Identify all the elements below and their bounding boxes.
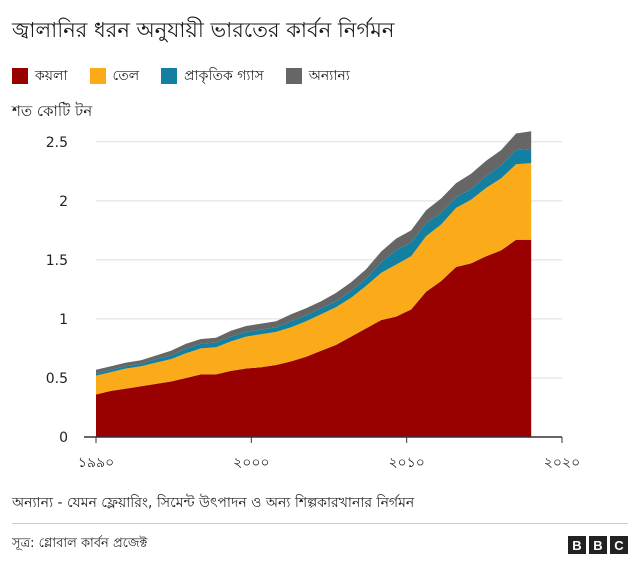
legend-item-other: অন্যান্য [285, 64, 350, 88]
bbc-logo-letter: C [610, 536, 628, 554]
bbc-logo-letter: B [589, 536, 607, 554]
legend-item-coal: কয়লা [12, 64, 68, 88]
legend-swatch-other [285, 68, 302, 84]
chart-title: জ্বালানির ধরন অনুযায়ী ভারতের কার্বন নির… [12, 18, 395, 42]
x-tick-label: ১৯৯০ [78, 455, 114, 471]
legend-label-oil: তেল [112, 68, 140, 84]
area-series-1 [96, 163, 532, 395]
area-layer [96, 131, 532, 437]
legend-swatch-coal [12, 68, 28, 84]
bbc-logo: B B C [568, 536, 628, 554]
emissions-area-chart: 0 0.5 1 1.5 2 2.5 ১৯৯০ ২০০০ ২০১০ ২০২০ [46, 131, 580, 471]
bbc-logo-letter: B [568, 536, 586, 554]
footer-divider [12, 523, 628, 524]
x-tick-label: ২০১০ [388, 455, 424, 471]
y-axis-unit-label: শত কোটি টন [12, 102, 93, 120]
x-tick-label: ২০২০ [544, 455, 580, 471]
legend-label-gas: প্রাকৃতিক গ্যাস [184, 68, 264, 84]
legend-item-oil: তেল [89, 64, 140, 88]
legend-item-gas: প্রাকৃতিক গ্যাস [161, 64, 264, 88]
axis-layer: 0 0.5 1 1.5 2 2.5 ১৯৯০ ২০০০ ২০১০ ২০২০ [46, 135, 580, 471]
footnote: অন্যান্য - যেমন ফ্লেয়ারিং, সিমেন্ট উৎপা… [12, 495, 415, 511]
x-tick-label: ২০০০ [233, 455, 269, 471]
y-tick-label: 0 [59, 430, 68, 446]
y-tick-label: 0.5 [46, 371, 68, 387]
legend: কয়লা তেল প্রাকৃতিক গ্যাস অন্যান্য [12, 64, 350, 88]
legend-label-other: অন্যান্য [308, 68, 350, 84]
legend-swatch-oil [89, 68, 106, 84]
area-series-0 [96, 239, 532, 437]
source-text: সূত্র: গ্লোবাল কার্বন প্রজেক্ট [12, 536, 148, 551]
legend-label-coal: কয়লা [35, 68, 68, 84]
legend-swatch-gas [161, 68, 178, 84]
y-tick-label: 2 [59, 194, 68, 210]
y-tick-label: 1 [59, 312, 68, 328]
y-tick-label: 1.5 [46, 253, 68, 269]
y-tick-label: 2.5 [46, 135, 68, 151]
